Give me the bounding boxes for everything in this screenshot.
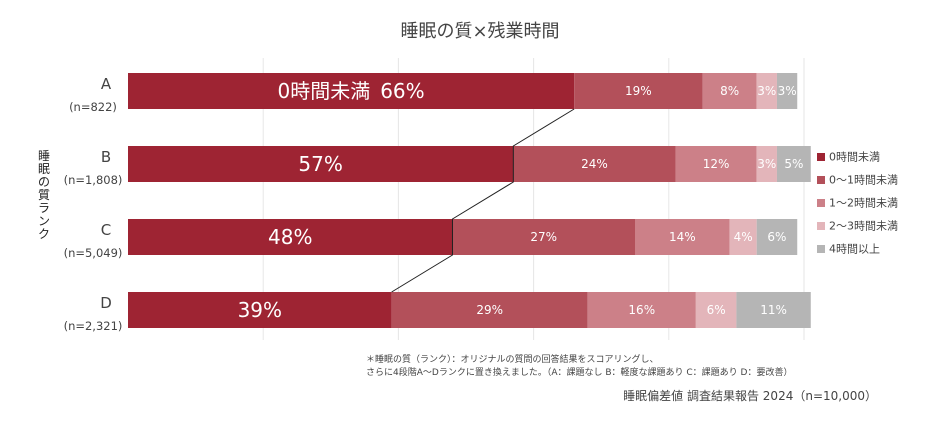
- data-label: 19%: [625, 84, 652, 98]
- bar-segment: [128, 73, 575, 109]
- legend-swatch: [817, 222, 825, 230]
- category-label: C: [101, 221, 111, 239]
- sample-size-label: (n=2,321): [64, 319, 123, 333]
- bar-segment: [756, 146, 777, 182]
- bar-segment: [128, 292, 392, 328]
- y-axis-label-char: 眠: [38, 162, 50, 176]
- bar-segment: [756, 219, 798, 255]
- data-label: 4%: [734, 230, 753, 244]
- data-label: 57%: [298, 152, 342, 176]
- bar-segment: [513, 146, 676, 182]
- legend-swatch: [817, 245, 825, 253]
- bar-segment: [587, 292, 696, 328]
- category-label: B: [101, 148, 111, 166]
- bars: 0時間未満 66% 19% 8% 3% 3%57% 24% 12% 3% 5%48% 27% 14%…: [128, 73, 811, 328]
- bar-segment: [702, 73, 757, 109]
- sample-size-label: (n=5,049): [64, 246, 123, 260]
- y-axis-label-char: の: [38, 175, 50, 189]
- bar-segment: [574, 73, 703, 109]
- bar-segment: [675, 146, 757, 182]
- bar-segment: [452, 219, 635, 255]
- legend-swatch: [817, 176, 825, 184]
- data-label: 6%: [707, 303, 726, 317]
- legend-label: 4時間以上: [829, 243, 880, 256]
- bar-segment: [695, 292, 737, 328]
- bar-segment: [729, 219, 757, 255]
- y-axis-label-char: 質: [38, 187, 50, 202]
- bar-segment: [128, 146, 514, 182]
- bar-segment: [635, 219, 730, 255]
- legend-swatch: [817, 153, 825, 161]
- bar-segment: [391, 292, 588, 328]
- data-label: 11%: [760, 303, 787, 317]
- data-label: 8%: [720, 84, 739, 98]
- bar-segment: [756, 73, 777, 109]
- data-label: 29%: [476, 303, 503, 317]
- data-label: 39%: [238, 298, 282, 322]
- y-axis-label-char: ン: [38, 214, 50, 228]
- connector-line: [391, 108, 575, 293]
- bar-segment: [776, 146, 811, 182]
- category-label: A: [101, 75, 112, 93]
- data-label: 6%: [767, 230, 786, 244]
- data-label: 5%: [784, 157, 803, 171]
- legend-label: 2～3時間未満: [829, 220, 898, 233]
- data-label: 3%: [778, 84, 797, 98]
- data-label: 14%: [669, 230, 696, 244]
- data-label: 24%: [581, 157, 608, 171]
- notes: ＊睡眠の質（ランク）：オリジナルの質問の回答結果をスコアリングし、さらに4段階A…: [366, 353, 792, 378]
- y-axis-label-char: 睡: [38, 149, 50, 163]
- footnote: さらに4段階A～Dランクに置き換えました。（A：課題なし B：軽度な課題あり C…: [366, 366, 792, 378]
- bar-segment: [736, 292, 811, 328]
- legend-label: 0～1時間未満: [829, 174, 898, 187]
- data-label: 0時間未満 66%: [277, 79, 424, 103]
- legend-label: 1～2時間未満: [829, 197, 898, 210]
- legend-swatch: [817, 199, 825, 207]
- category-label: D: [100, 294, 112, 312]
- legend: 0時間未満 0～1時間未満 1～2時間未満 2～3時間未満 4時間以上: [817, 151, 898, 256]
- data-label: 27%: [530, 230, 557, 244]
- y-axis-label-char: ラ: [38, 201, 50, 215]
- sample-size-label: (n=1,808): [64, 173, 123, 187]
- bar-segment: [776, 73, 798, 109]
- bar-segment: [128, 219, 453, 255]
- data-label: 48%: [268, 225, 312, 249]
- legend-label: 0時間未満: [829, 151, 880, 164]
- sample-size-label: (n=822): [69, 100, 117, 114]
- category-labels: A (n=822) B (n=1,808) C (n=5,049) D (n=2,321): [64, 75, 123, 333]
- chart-title: 睡眠の質×残業時間: [400, 21, 559, 42]
- footnote: ＊睡眠の質（ランク）：オリジナルの質問の回答結果をスコアリングし、: [366, 353, 659, 365]
- source-text: 睡眠偏差値 調査結果報告 2024（n=10,000）: [623, 388, 877, 403]
- data-label: 16%: [628, 303, 655, 317]
- y-axis-label-char: ク: [38, 227, 50, 241]
- data-label: 3%: [757, 84, 776, 98]
- data-label: 3%: [757, 157, 776, 171]
- data-label: 12%: [703, 157, 730, 171]
